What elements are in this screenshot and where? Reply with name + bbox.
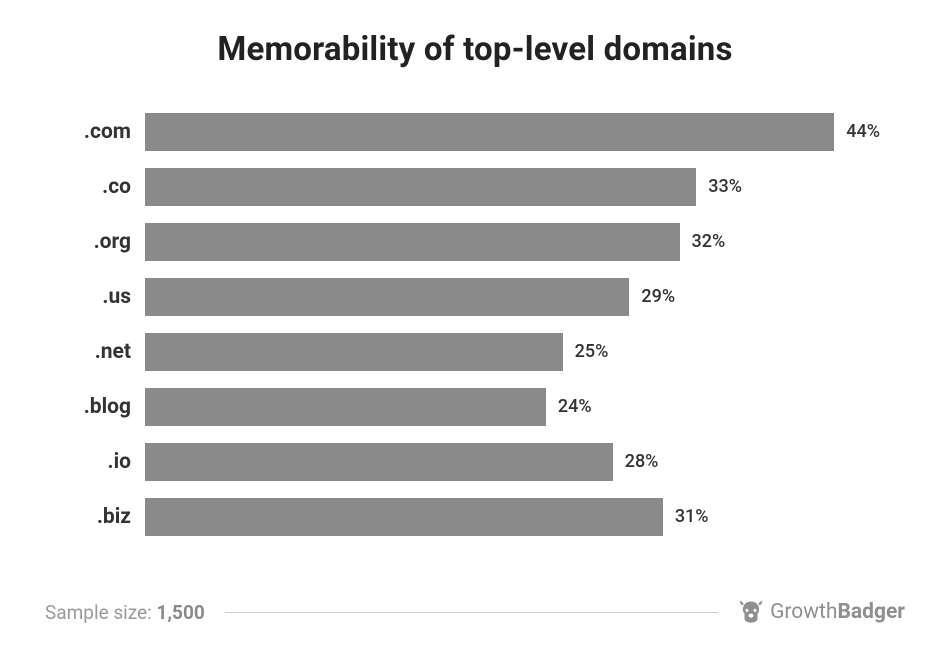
bar-label: .co [75,175,145,199]
bar-row: .blog 24% [75,379,880,434]
sample-size-value: 1,500 [156,601,204,624]
bar-label: .us [75,285,145,309]
bar-label: .org [75,230,145,254]
footer-divider [225,612,718,613]
bar-track: 25% [145,333,880,371]
bar-label: .net [75,340,145,364]
chart-footer: Sample size: 1,500 GrowthBadger [45,597,905,627]
chart-container: Memorability of top-level domains .com 44… [0,0,950,653]
bar-fill [145,278,629,316]
brand-text-prefix: Growth [770,600,837,624]
bar-track: 44% [145,113,880,151]
bar-value: 28% [613,451,659,472]
bar-label: .blog [75,395,145,419]
bar-fill [145,168,696,206]
bar-value: 25% [563,341,609,362]
bar-track: 24% [145,388,880,426]
bar-row: .com 44% [75,104,880,159]
bar-fill [145,333,563,371]
bar-track: 32% [145,223,880,261]
bar-fill [145,223,680,261]
bar-row: .io 28% [75,434,880,489]
bar-fill [145,113,834,151]
brand-text-suffix: Badger [838,600,906,624]
sample-size-label: Sample size: [45,601,152,624]
bar-value: 33% [696,176,742,197]
bar-track: 28% [145,443,880,481]
bar-track: 31% [145,498,880,536]
bar-row: .co 33% [75,159,880,214]
bar-track: 33% [145,168,880,206]
bar-row: .net 25% [75,324,880,379]
badger-icon [738,599,764,625]
bars-area: .com 44% .co 33% .org 32% .us 29% .net 25% .blog 24… [45,104,905,544]
bar-fill [145,388,546,426]
brand-attribution: GrowthBadger [718,599,905,625]
bar-row: .org 32% [75,214,880,269]
bar-row: .us 29% [75,269,880,324]
bar-value: 44% [834,121,880,142]
bar-row: .biz 31% [75,489,880,544]
bar-label: .biz [75,505,145,529]
bar-label: .com [75,120,145,144]
bar-fill [145,443,613,481]
bar-label: .io [75,450,145,474]
bar-value: 29% [629,286,675,307]
sample-size: Sample size: 1,500 [45,601,225,624]
bar-track: 29% [145,278,880,316]
bar-fill [145,498,663,536]
chart-title: Memorability of top-level domains [45,30,905,69]
bar-value: 32% [680,231,726,252]
bar-value: 24% [546,396,592,417]
bar-value: 31% [663,506,709,527]
